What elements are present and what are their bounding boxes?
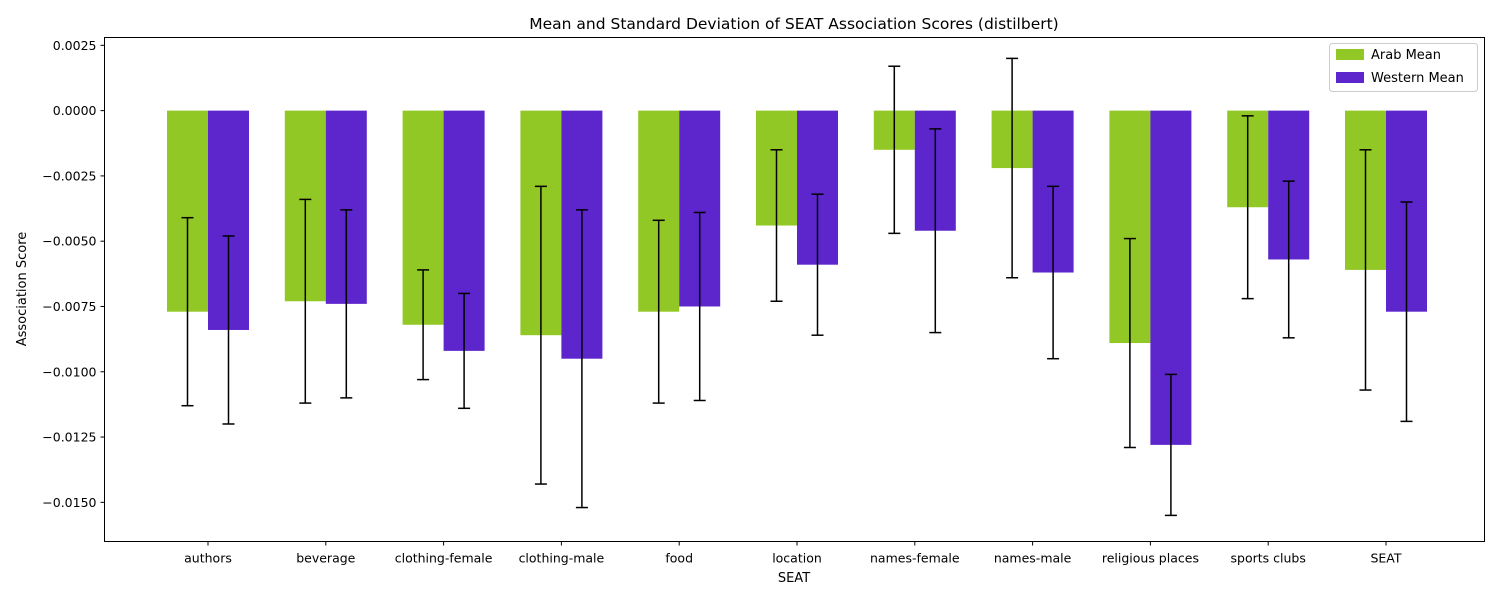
error-bar-western-location [811,193,824,336]
error-bar-western-food [693,211,706,402]
error-bar-arab-clothing-male [534,185,547,485]
y-axis-title: Association Score [15,232,30,347]
y-tick-label: 0.0000 [53,103,97,118]
error-bar-arab-sports-clubs [1241,115,1254,300]
error-bar-western-clothing-male [575,209,588,509]
x-axis-title: SEAT [778,571,810,586]
x-tick-label-clothing-male: clothing-male [519,551,605,566]
x-tick-label-location: location [772,551,822,566]
error-bar-arab-religious-places [1123,237,1136,449]
error-bar-western-clothing-female [458,292,471,410]
error-bar-western-religious-places [1164,373,1177,517]
error-bar-western-seat [1400,201,1413,423]
error-bar-arab-seat [1359,149,1372,391]
error-bar-arab-location [770,149,783,303]
x-tick-label-authors: authors [184,551,232,566]
x-tick-label-names-male: names-male [994,551,1072,566]
error-bar-western-sports-clubs [1282,180,1295,339]
legend-swatch-arab [1336,49,1364,60]
x-tick-label-sports-clubs: sports clubs [1231,551,1306,566]
error-bar-western-names-female [929,128,942,334]
y-tick-label: −0.0125 [42,430,96,445]
legend-label-western: Western Mean [1371,71,1464,86]
x-tick-label-names-female: names-female [870,551,960,566]
y-tick-label: −0.0075 [42,299,96,314]
bars-layer [167,110,1427,445]
x-tick-label-seat: SEAT [1370,551,1401,566]
legend-swatch-western [1336,72,1364,83]
error-bar-western-names-male [1047,185,1060,360]
chart-title: Mean and Standard Deviation of SEAT Asso… [529,15,1058,33]
y-tick-label: −0.0100 [42,364,96,379]
x-axis: authors beverage clothing-female clothing-m… [184,541,1402,566]
error-bar-arab-beverage [299,198,312,404]
x-tick-label-clothing-female: clothing-female [395,551,493,566]
error-bar-western-authors [222,235,235,425]
error-bar-arab-names-male [1006,57,1019,279]
x-tick-label-food: food [665,551,693,566]
error-bar-western-beverage [340,209,353,399]
error-bars-layer [181,57,1413,517]
legend-label-arab: Arab Mean [1371,48,1441,63]
error-bar-arab-clothing-female [417,269,430,381]
legend: Arab Mean Western Mean [1329,43,1478,92]
plot-frame [104,37,1485,542]
y-tick-label: −0.0050 [42,234,96,249]
y-tick-label: −0.0150 [42,495,96,510]
error-bar-arab-food [652,219,665,404]
y-axis: 0.0025 0.0000 −0.0025 −0.0050 −0.0075 −0.0100… [42,38,105,510]
error-bar-arab-authors [181,216,194,407]
error-bar-arab-names-female [888,65,901,235]
y-tick-label: 0.0025 [53,38,97,53]
legend-frame [1329,43,1478,92]
x-tick-label-beverage: beverage [296,551,355,566]
y-tick-label: −0.0025 [42,168,96,183]
x-tick-label-religious-places: religious places [1102,551,1199,566]
